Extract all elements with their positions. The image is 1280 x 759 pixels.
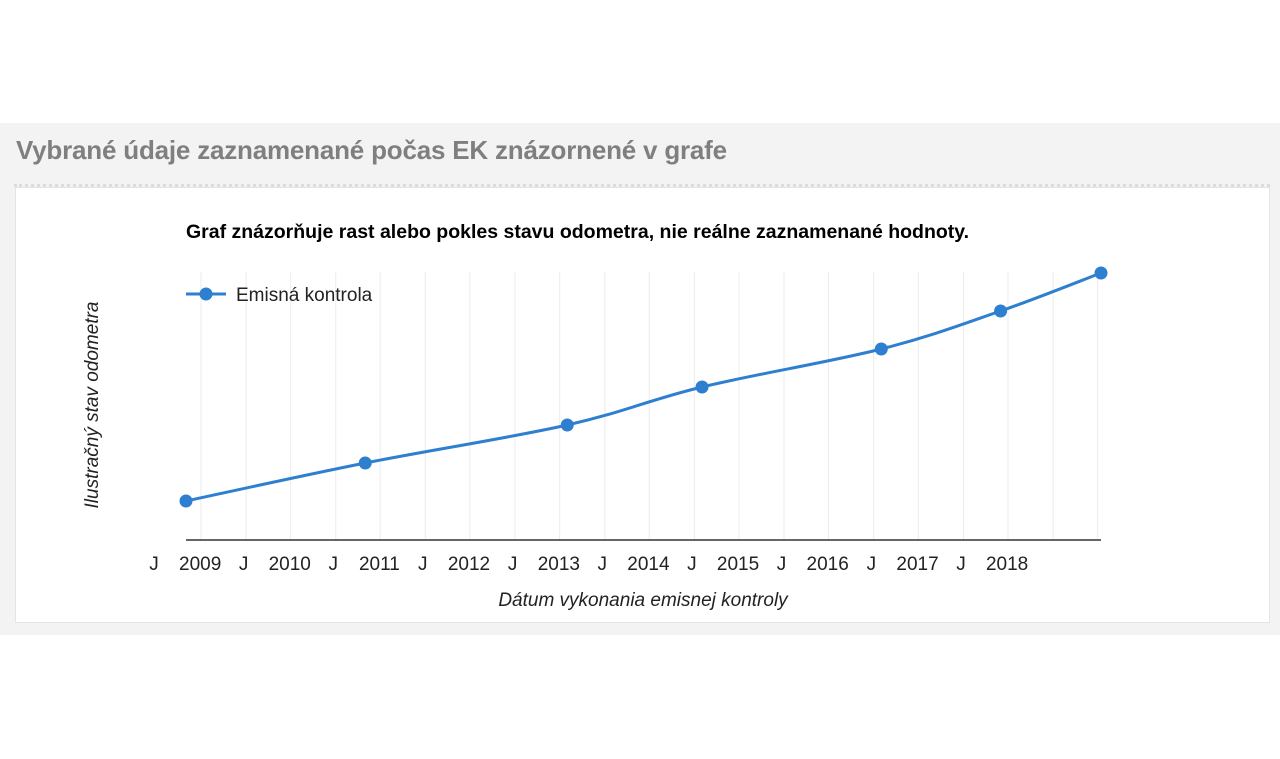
x-tick-label: 2010 xyxy=(269,554,311,575)
x-tick-label: J xyxy=(149,554,159,575)
x-tick-label: J xyxy=(867,554,877,575)
x-tick-label: J xyxy=(418,554,428,575)
data-point xyxy=(1094,266,1108,280)
chart-gridlines xyxy=(200,272,1099,540)
x-axis-label: Dátum vykonania emisnej kontroly xyxy=(498,590,789,611)
data-point xyxy=(695,380,709,394)
x-tick-label: 2016 xyxy=(807,554,849,575)
x-tick-label: J xyxy=(956,554,966,575)
x-tick-label: 2012 xyxy=(448,554,490,575)
x-tick-label: 2011 xyxy=(359,554,400,575)
y-axis-label: Ilustračný stav odometra xyxy=(82,302,103,509)
x-tick-label: J xyxy=(328,554,338,575)
x-tick-label: J xyxy=(598,554,608,575)
x-tick-label: J xyxy=(239,554,249,575)
legend-marker xyxy=(199,287,213,301)
x-tick-label: 2017 xyxy=(896,554,938,575)
section-title: Vybrané údaje zaznamenané počas EK znázo… xyxy=(16,135,727,165)
data-point xyxy=(560,418,574,432)
x-tick-label: 2013 xyxy=(538,554,580,575)
series-points xyxy=(179,266,1108,508)
x-tick-label: 2018 xyxy=(986,554,1028,575)
data-point xyxy=(179,494,193,508)
x-tick-label: J xyxy=(687,554,697,575)
x-tick-label: J xyxy=(508,554,518,575)
data-point xyxy=(874,342,888,356)
legend-label: Emisná kontrola xyxy=(236,285,373,306)
x-tick-label: 2014 xyxy=(627,554,670,575)
legend: Emisná kontrola xyxy=(186,285,373,306)
x-tick-label: 2015 xyxy=(717,554,759,575)
x-axis-ticks: J 2009 J 2010 J 2011 J 2012 J 2013 J 2014 J 2015 J 2016… xyxy=(149,554,1028,575)
x-tick-label: 2009 xyxy=(179,554,221,575)
chart-title: Graf znázorňuje rast alebo pokles stavu … xyxy=(186,221,969,243)
section-divider xyxy=(14,184,1270,187)
data-point xyxy=(358,456,372,470)
data-point xyxy=(994,304,1008,318)
x-tick-label: J xyxy=(777,554,787,575)
